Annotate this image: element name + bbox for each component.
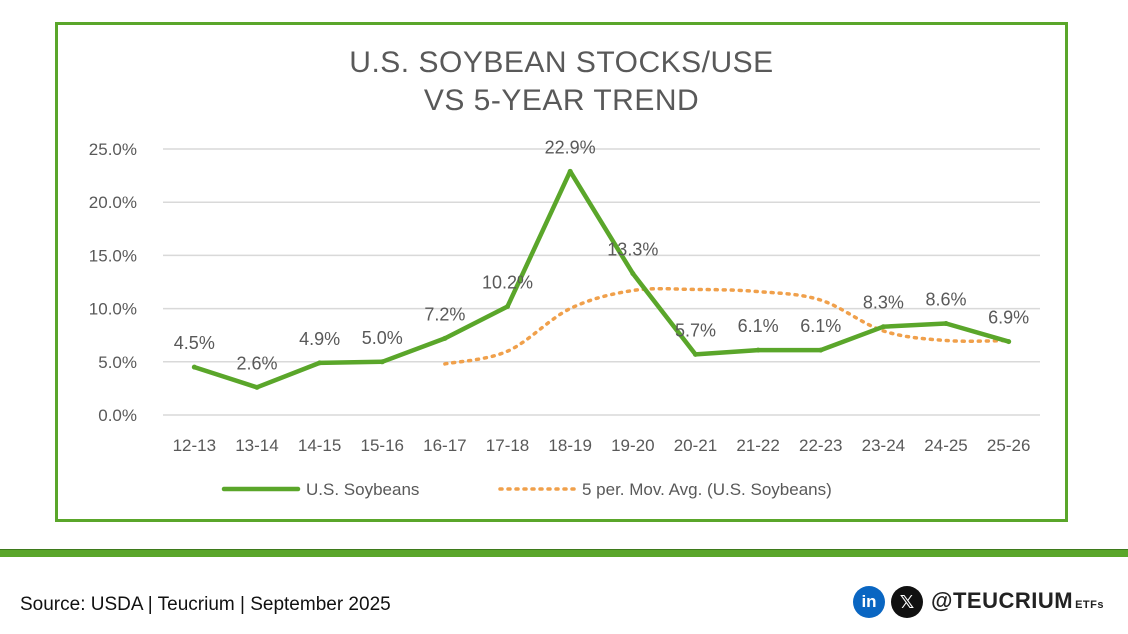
x-tick-label: 21-22 [736, 436, 779, 455]
legend-label-moving-average: 5 per. Mov. Avg. (U.S. Soybeans) [582, 480, 832, 499]
data-point [379, 359, 385, 365]
data-point [505, 303, 511, 309]
x-tick-label: 13-14 [235, 436, 278, 455]
y-tick-label: 5.0% [98, 353, 137, 372]
data-label: 5.0% [362, 328, 403, 348]
y-tick-label: 25.0% [89, 140, 137, 159]
data-point [692, 351, 698, 357]
data-point [442, 335, 448, 341]
x-tick-label: 12-13 [173, 436, 216, 455]
x-tick-label: 25-26 [987, 436, 1030, 455]
series-soybeans-line [192, 169, 1011, 390]
data-point [818, 347, 824, 353]
x-tick-label: 15-16 [361, 436, 404, 455]
data-label: 6.9% [988, 308, 1029, 328]
data-label: 13.3% [607, 239, 658, 259]
chart-title-line-2: VS 5-YEAR TREND [423, 84, 700, 117]
soybean-chart: 0.0% 5.0% 10.0% 15.0% 20.0% 25.0% 12-13 13-14 14… [89, 137, 1040, 499]
data-label: 7.2% [424, 304, 465, 324]
x-tick-label: 17-18 [486, 436, 529, 455]
x-tick-label: 23-24 [862, 436, 905, 455]
linkedin-icon[interactable]: in [853, 586, 885, 618]
data-label: 6.1% [738, 316, 779, 336]
x-tick-label: 22-23 [799, 436, 842, 455]
x-tick-label: 24-25 [924, 436, 967, 455]
series-moving-average-line [443, 286, 1011, 366]
legend-label-soybeans: U.S. Soybeans [306, 480, 419, 499]
data-label: 6.1% [800, 316, 841, 336]
data-point [254, 384, 260, 390]
y-tick-label: 15.0% [89, 246, 137, 265]
brand-handle[interactable]: @TEUCRIUM ETFs [931, 588, 1104, 614]
x-icon[interactable]: 𝕏 [891, 586, 923, 618]
data-point [191, 364, 197, 370]
data-point [1006, 339, 1012, 345]
x-tick-label: 19-20 [611, 436, 654, 455]
data-point [880, 324, 886, 330]
data-point [630, 270, 636, 276]
y-tick-label: 0.0% [98, 406, 137, 425]
data-label: 2.6% [236, 353, 277, 373]
chart-title: U.S. SOYBEAN STOCKS/USE VS 5-YEAR TREND [55, 44, 1068, 120]
brand-handle-text: @TEUCRIUM [931, 588, 1074, 613]
chart-frame [55, 22, 1068, 522]
data-label: 5.7% [675, 320, 716, 340]
data-label: 4.5% [174, 333, 215, 353]
y-tick-label: 20.0% [89, 193, 137, 212]
x-tick-label: 14-15 [298, 436, 341, 455]
data-label: 10.2% [482, 272, 533, 292]
source-text: Source: USDA | Teucrium | September 2025 [20, 594, 391, 615]
x-tick-label: 18-19 [548, 436, 591, 455]
data-point [317, 360, 323, 366]
y-tick-label: 10.0% [89, 300, 137, 319]
data-point [943, 320, 949, 326]
chart-title-line-1: U.S. SOYBEAN STOCKS/USE [349, 46, 774, 79]
data-label: 8.3% [863, 293, 904, 313]
x-tick-label: 20-21 [674, 436, 717, 455]
data-point [755, 347, 761, 353]
footer-divider [0, 549, 1128, 557]
data-label: 4.9% [299, 329, 340, 349]
data-label: 8.6% [926, 289, 967, 309]
data-point [567, 168, 573, 174]
data-label: 22.9% [545, 137, 596, 157]
brand-handle-suffix: ETFs [1075, 599, 1104, 611]
x-tick-label: 16-17 [423, 436, 466, 455]
